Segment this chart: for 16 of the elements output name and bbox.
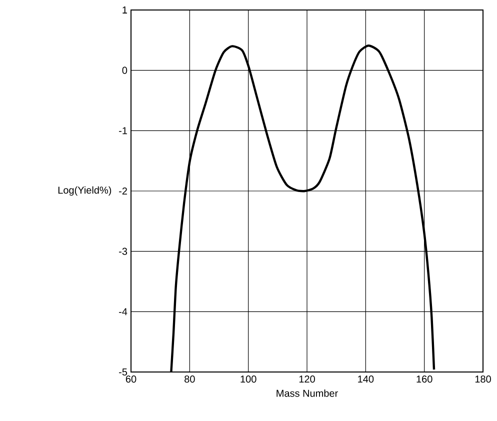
y-tick-label: -4 [119,308,128,316]
y-tick-label: -3 [119,248,128,255]
y-tick-label: -5 [119,368,128,376]
x-tick-label: 100 [240,376,256,383]
y-tick-label: 1 [122,6,127,14]
y-tick-label: 0 [122,66,128,74]
y-axis-title: Log(Yield%) [58,186,112,196]
x-tick-label: 140 [358,376,374,383]
x-axis-title: Mass Number [276,389,338,397]
x-tick-label: 180 [475,376,491,383]
x-tick-label: 160 [416,376,432,383]
y-tick-label: -1 [119,127,127,134]
x-tick-label: 80 [184,376,195,383]
y-tick-label: -2 [119,188,127,194]
x-tick-label: 60 [126,376,136,383]
x-tick-label: 120 [299,376,315,383]
